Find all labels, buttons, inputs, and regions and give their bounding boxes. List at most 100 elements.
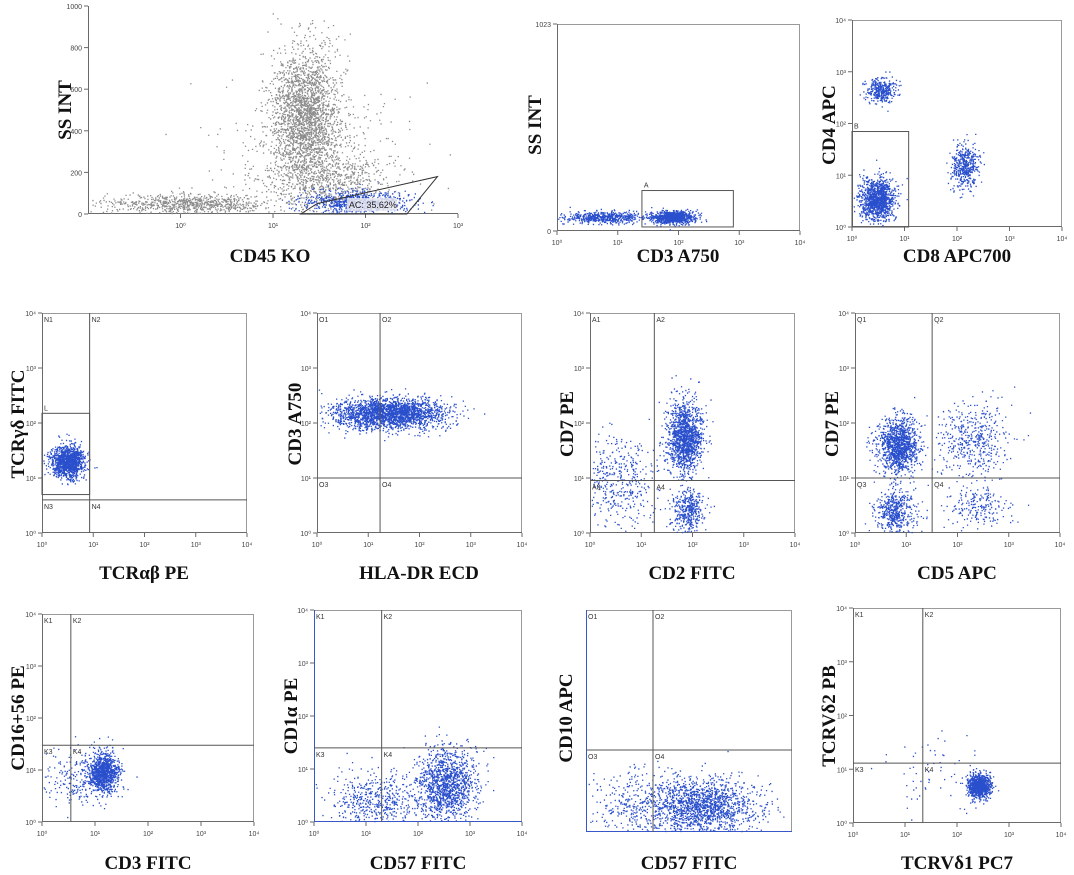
- event-dots: [90, 187, 318, 215]
- x-tick-label: 10³: [1004, 542, 1015, 549]
- event-cluster: [853, 159, 908, 227]
- plot-cd3-vs-ss: 10⁰ 10¹ 10² 10³ 10⁴ 0 1023 A: [535, 22, 805, 247]
- plot-cd57-vs-cd1a: 10⁰ 10¹ 10² 10³ 10⁴ 10⁰ 10¹ 10² 10³ 10⁴ K1 K2 K3 K4: [297, 608, 527, 838]
- y-axis-label: CD7 PE: [822, 391, 843, 457]
- gate-label: B: [854, 124, 859, 131]
- x-tick-label: 10⁰: [37, 830, 48, 838]
- quadrant-label: O3: [319, 482, 328, 489]
- x-tick-label: 10⁴: [242, 542, 253, 549]
- y-tick-label: 10⁰: [297, 819, 308, 827]
- event-cluster: [627, 750, 785, 833]
- event-dots: [315, 752, 436, 823]
- y-tick-label: 10²: [301, 421, 312, 428]
- y-tick-label: 10⁰: [838, 530, 849, 538]
- y-tick-label: 10³: [26, 366, 37, 373]
- y-tick-label: 10⁴: [835, 18, 846, 25]
- y-tick-label: 10¹: [839, 476, 850, 483]
- y-axis-label: CD7 PE: [557, 391, 578, 457]
- event-dots: [233, 143, 419, 213]
- x-tick-label: 10⁰: [848, 831, 859, 839]
- quadrant-label: K1: [855, 612, 864, 619]
- y-axis-label: CD4 APC: [819, 85, 840, 165]
- plot-hladr-vs-cd3: 10⁰ 10¹ 10² 10³ 10⁴ 10⁰ 10¹ 10² 10³ 10⁴ O1 O2 O3 O4: [300, 311, 527, 549]
- quadrant-label: K3: [316, 752, 325, 759]
- x-tick-label: 10¹: [901, 542, 912, 549]
- plot-frame: [557, 24, 800, 231]
- plot-frame: [314, 610, 522, 822]
- event-dots: [638, 207, 708, 231]
- x-axis-label: CD8 APC700: [902, 246, 1012, 267]
- plot-cd8-vs-cd4: 10⁰ 10¹ 10² 10³ 10⁴ 10⁰ 10¹ 10² 10³ 10⁴ B: [835, 18, 1067, 243]
- x-tick-label: 10²: [139, 542, 150, 549]
- event-cluster: [43, 736, 129, 819]
- y-tick-label: 10⁴: [838, 311, 849, 318]
- plot-tcrab-vs-tcrgd: 10⁰ 10¹ 10² 10³ 10⁴ 10⁰ 10¹ 10² 10³ 10⁴ N1 N2 N3 N4 L: [25, 311, 252, 549]
- x-tick-label: 10¹: [363, 542, 374, 549]
- event-dots: [627, 750, 785, 833]
- plot-area: 10⁰ 10¹ 10² 10³ 10⁴ 0 1023 A: [535, 22, 805, 247]
- quadrant-label: K4: [384, 752, 393, 759]
- plot-cd45-vs-ss: 10⁰ 10¹ 10² 10³ 0 200 400 600 800 1000 AC: 35.62%: [66, 4, 463, 230]
- quadrant-label: K3: [44, 749, 53, 756]
- event-dots: [43, 433, 98, 486]
- x-tick-label: 10³: [734, 240, 745, 247]
- x-tick-label: 10⁴: [517, 542, 528, 549]
- y-axis-label: TCRγδ FITC: [8, 369, 29, 479]
- y-tick-label: 10²: [26, 421, 37, 428]
- x-tick-label: 10³: [1004, 236, 1015, 243]
- plot-frame: [853, 608, 1061, 823]
- event-cluster: [558, 206, 675, 226]
- x-axis-label: CD57 FITC: [369, 853, 467, 874]
- event-dots: [912, 386, 1032, 507]
- plot-area: 10⁰ 10¹ 10² 10³ 10⁴ 10⁰ 10¹ 10² 10³ 10⁴ K1 K2 K3 K4: [297, 608, 527, 838]
- x-tick-label: 10⁰: [312, 541, 323, 549]
- plot-cd2-vs-cd7: 10⁰ 10¹ 10² 10³ 10⁴ 10⁰ 10¹ 10² 10³ 10⁴ A1 A2 A3 A4: [573, 311, 800, 549]
- x-tick-label: 10⁴: [1055, 542, 1066, 549]
- x-tick-label: 10²: [413, 831, 424, 838]
- quadrant-label: O1: [588, 614, 597, 621]
- y-tick-label: 10³: [837, 660, 848, 667]
- y-tick-label: 10³: [839, 366, 850, 373]
- x-axis-label: CD3 FITC: [104, 853, 192, 874]
- event-dots: [961, 768, 1000, 809]
- x-tick-label: 10¹: [613, 240, 624, 247]
- quadrant-label: K2: [384, 614, 393, 621]
- gate-label: AC: 35.62%: [349, 200, 397, 210]
- x-axis-label: CD3 A750: [636, 246, 720, 267]
- event-cluster: [233, 143, 419, 213]
- quadrant-label: O2: [382, 317, 391, 324]
- y-tick-label: 10⁴: [573, 311, 584, 318]
- y-tick-label: 0: [547, 229, 551, 236]
- plot-frame: [855, 313, 1060, 533]
- y-tick-label: 10²: [298, 714, 309, 721]
- quadrant-label: K2: [925, 612, 934, 619]
- x-tick-label: 10³: [739, 542, 750, 549]
- y-axis-label: CD3 A750: [285, 382, 306, 466]
- quadrant-label: O4: [382, 482, 391, 489]
- plot-area: 10⁰ 10¹ 10² 10³ 10⁴ 10⁰ 10¹ 10² 10³ 10⁴ Q1 Q2 Q3 Q4: [838, 311, 1065, 549]
- x-tick-label: 10²: [952, 832, 963, 839]
- y-tick-label: 0: [78, 212, 82, 219]
- x-tick-label: 10²: [414, 542, 425, 549]
- x-axis-label: CD2 FITC: [648, 563, 736, 584]
- y-tick-label: 200: [70, 170, 82, 177]
- x-tick-label: 10²: [673, 240, 684, 247]
- event-cluster: [80, 739, 138, 810]
- plot-area: 10⁰ 10¹ 10² 10³ 10⁴ 10⁰ 10¹ 10² 10³ 10⁴ K1 K2 K3 K4: [836, 606, 1066, 839]
- x-tick-label: 10⁴: [1056, 832, 1067, 839]
- quadrant-label: O4: [655, 754, 664, 761]
- quadrant-label: N1: [44, 317, 53, 324]
- y-tick-label: 10²: [839, 421, 850, 428]
- event-cluster: [396, 726, 495, 822]
- event-cluster: [659, 477, 715, 534]
- quadrant-label: O3: [588, 754, 597, 761]
- x-tick-label: 10⁴: [790, 542, 801, 549]
- x-tick-label: 10⁰: [850, 541, 861, 549]
- quadrant-label: O2: [655, 614, 664, 621]
- gate-rect: [851, 131, 910, 228]
- y-tick-label: 400: [70, 129, 82, 136]
- event-cluster: [591, 418, 685, 532]
- y-axis-label: CD10 APC: [556, 673, 577, 763]
- y-tick-label: 10⁰: [300, 530, 311, 538]
- event-cluster: [638, 207, 708, 231]
